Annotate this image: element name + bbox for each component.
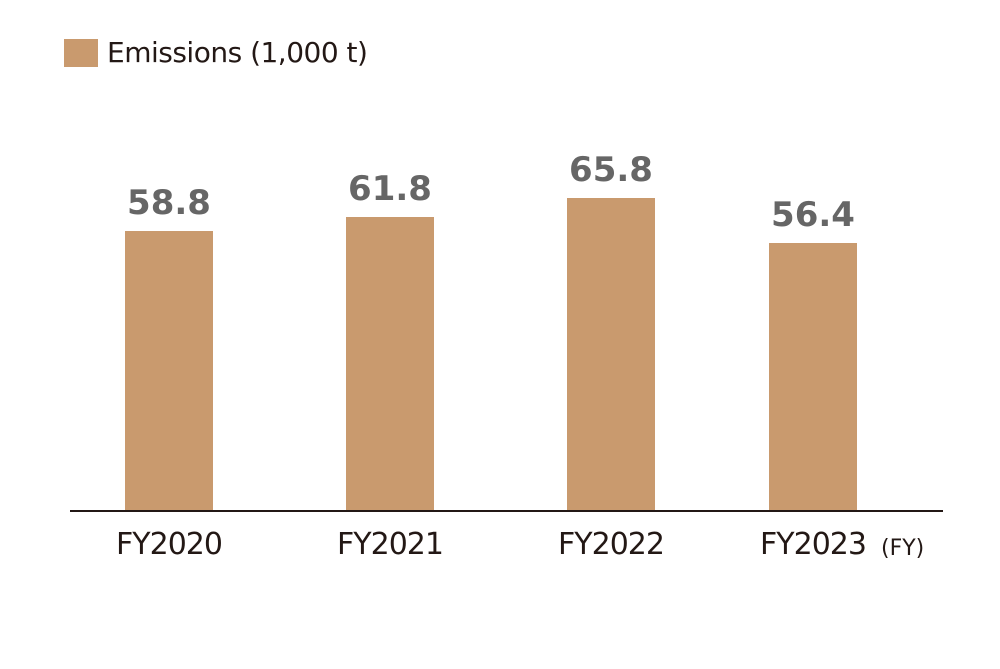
x-tick-fy2023: FY2023 [760, 527, 867, 562]
value-label-fy2022: 65.8 [569, 150, 653, 190]
legend: Emissions (1,000 t) [64, 36, 368, 69]
x-axis-unit: (FY) [881, 536, 925, 561]
x-tick-fy2022: FY2022 [558, 527, 665, 562]
x-tick-fy2020: FY2020 [116, 527, 223, 562]
legend-swatch [64, 38, 98, 67]
x-axis-line [70, 510, 943, 512]
value-label-fy2023: 56.4 [771, 195, 855, 235]
legend-label: Emissions (1,000 t) [107, 36, 368, 69]
bar-fy2023 [769, 243, 857, 511]
bar-fy2022 [567, 198, 655, 511]
x-tick-fy2021: FY2021 [337, 527, 444, 562]
bar-fy2020 [125, 231, 213, 511]
bar-fy2021 [346, 217, 434, 511]
value-label-fy2020: 58.8 [127, 183, 211, 223]
value-label-fy2021: 61.8 [348, 169, 432, 209]
